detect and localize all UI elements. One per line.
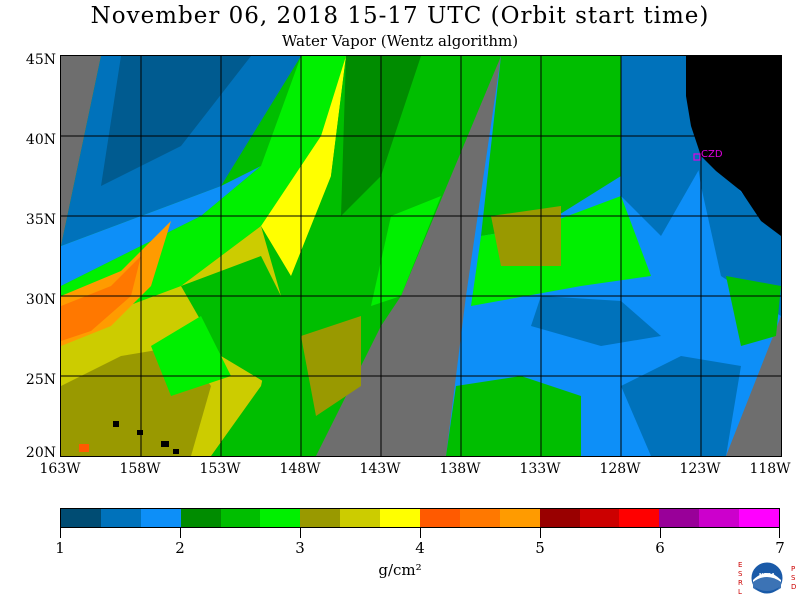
colorbar-tick <box>60 528 61 538</box>
colorbar-label-1: 1 <box>55 539 65 557</box>
lat-label-45n: 45N <box>25 52 56 68</box>
map-grid <box>61 56 781 456</box>
logo-letter-d: D <box>791 583 796 591</box>
colorbar-segment <box>659 509 700 527</box>
map-title: November 06, 2018 15-17 UTC (Orbit start… <box>90 3 710 29</box>
colorbar-label-5: 5 <box>535 539 545 557</box>
colorbar-segment <box>61 509 101 527</box>
lon-label-158w: 158W <box>119 461 161 477</box>
logo-letter-s: S <box>738 570 743 578</box>
colorbar-segment <box>499 509 540 527</box>
colorbar-segment <box>220 509 261 527</box>
colorbar-tick <box>300 528 301 538</box>
logo-noaa-text: NOAA <box>759 573 775 579</box>
lat-label-20n: 20N <box>25 445 56 461</box>
logo-letter-e: E <box>738 561 742 569</box>
colorbar <box>60 508 780 528</box>
colorbar-segment <box>100 509 141 527</box>
lat-label-40n: 40N <box>25 132 56 148</box>
logo-letter-l: L <box>738 588 742 596</box>
lon-label-128w: 128W <box>599 461 641 477</box>
map-canvas: CZD <box>61 56 781 456</box>
colorbar-segment <box>180 509 221 527</box>
colorbar-segment <box>420 509 460 527</box>
colorbar-segment <box>579 509 620 527</box>
station-label: CZD <box>701 149 723 160</box>
colorbar-segment <box>739 509 780 527</box>
lon-label-163w: 163W <box>39 461 81 477</box>
logo-letter-s2: S <box>791 574 796 582</box>
lon-label-123w: 123W <box>679 461 721 477</box>
colorbar-segment <box>300 509 341 527</box>
colorbar-label-7: 7 <box>775 539 785 557</box>
satellite-swath-west <box>61 56 346 456</box>
map-subtitle: Water Vapor (Wentz algorithm) <box>281 32 519 50</box>
colorbar-label-4: 4 <box>415 539 425 557</box>
lon-label-138w: 138W <box>439 461 481 477</box>
lat-label-25n: 25N <box>25 372 56 388</box>
colorbar-label-6: 6 <box>655 539 665 557</box>
logo-letter-r: R <box>738 579 743 587</box>
colorbar-label-3: 3 <box>295 539 305 557</box>
colorbar-segment <box>539 509 580 527</box>
colorbar-units: g/cm² <box>378 561 422 579</box>
colorbar-tick <box>660 528 661 538</box>
lon-label-133w: 133W <box>519 461 561 477</box>
land-california <box>686 56 781 236</box>
satellite-swath-east <box>446 56 781 456</box>
noaa-logo: E S R L P S D NOAA <box>736 558 798 598</box>
colorbar-label-2: 2 <box>175 539 185 557</box>
colorbar-segment <box>699 509 740 527</box>
logo-letter-p: P <box>791 565 795 573</box>
lon-label-148w: 148W <box>279 461 321 477</box>
lon-label-118w: 118W <box>749 461 791 477</box>
colorbar-segment <box>260 509 301 527</box>
colorbar-tick <box>540 528 541 538</box>
colorbar-segment <box>619 509 660 527</box>
colorbar-tick <box>779 528 780 538</box>
lon-label-153w: 153W <box>199 461 241 477</box>
colorbar-tick <box>420 528 421 538</box>
colorbar-tick <box>180 528 181 538</box>
lon-label-143w: 143W <box>359 461 401 477</box>
colorbar-segment <box>459 509 500 527</box>
colorbar-segment <box>340 509 381 527</box>
lat-label-35n: 35N <box>25 212 56 228</box>
water-vapor-map: CZD <box>60 55 782 457</box>
lat-label-30n: 30N <box>25 292 56 308</box>
colorbar-segment <box>140 509 181 527</box>
station-marker-czd: CZD <box>693 149 723 161</box>
colorbar-segment <box>380 509 421 527</box>
